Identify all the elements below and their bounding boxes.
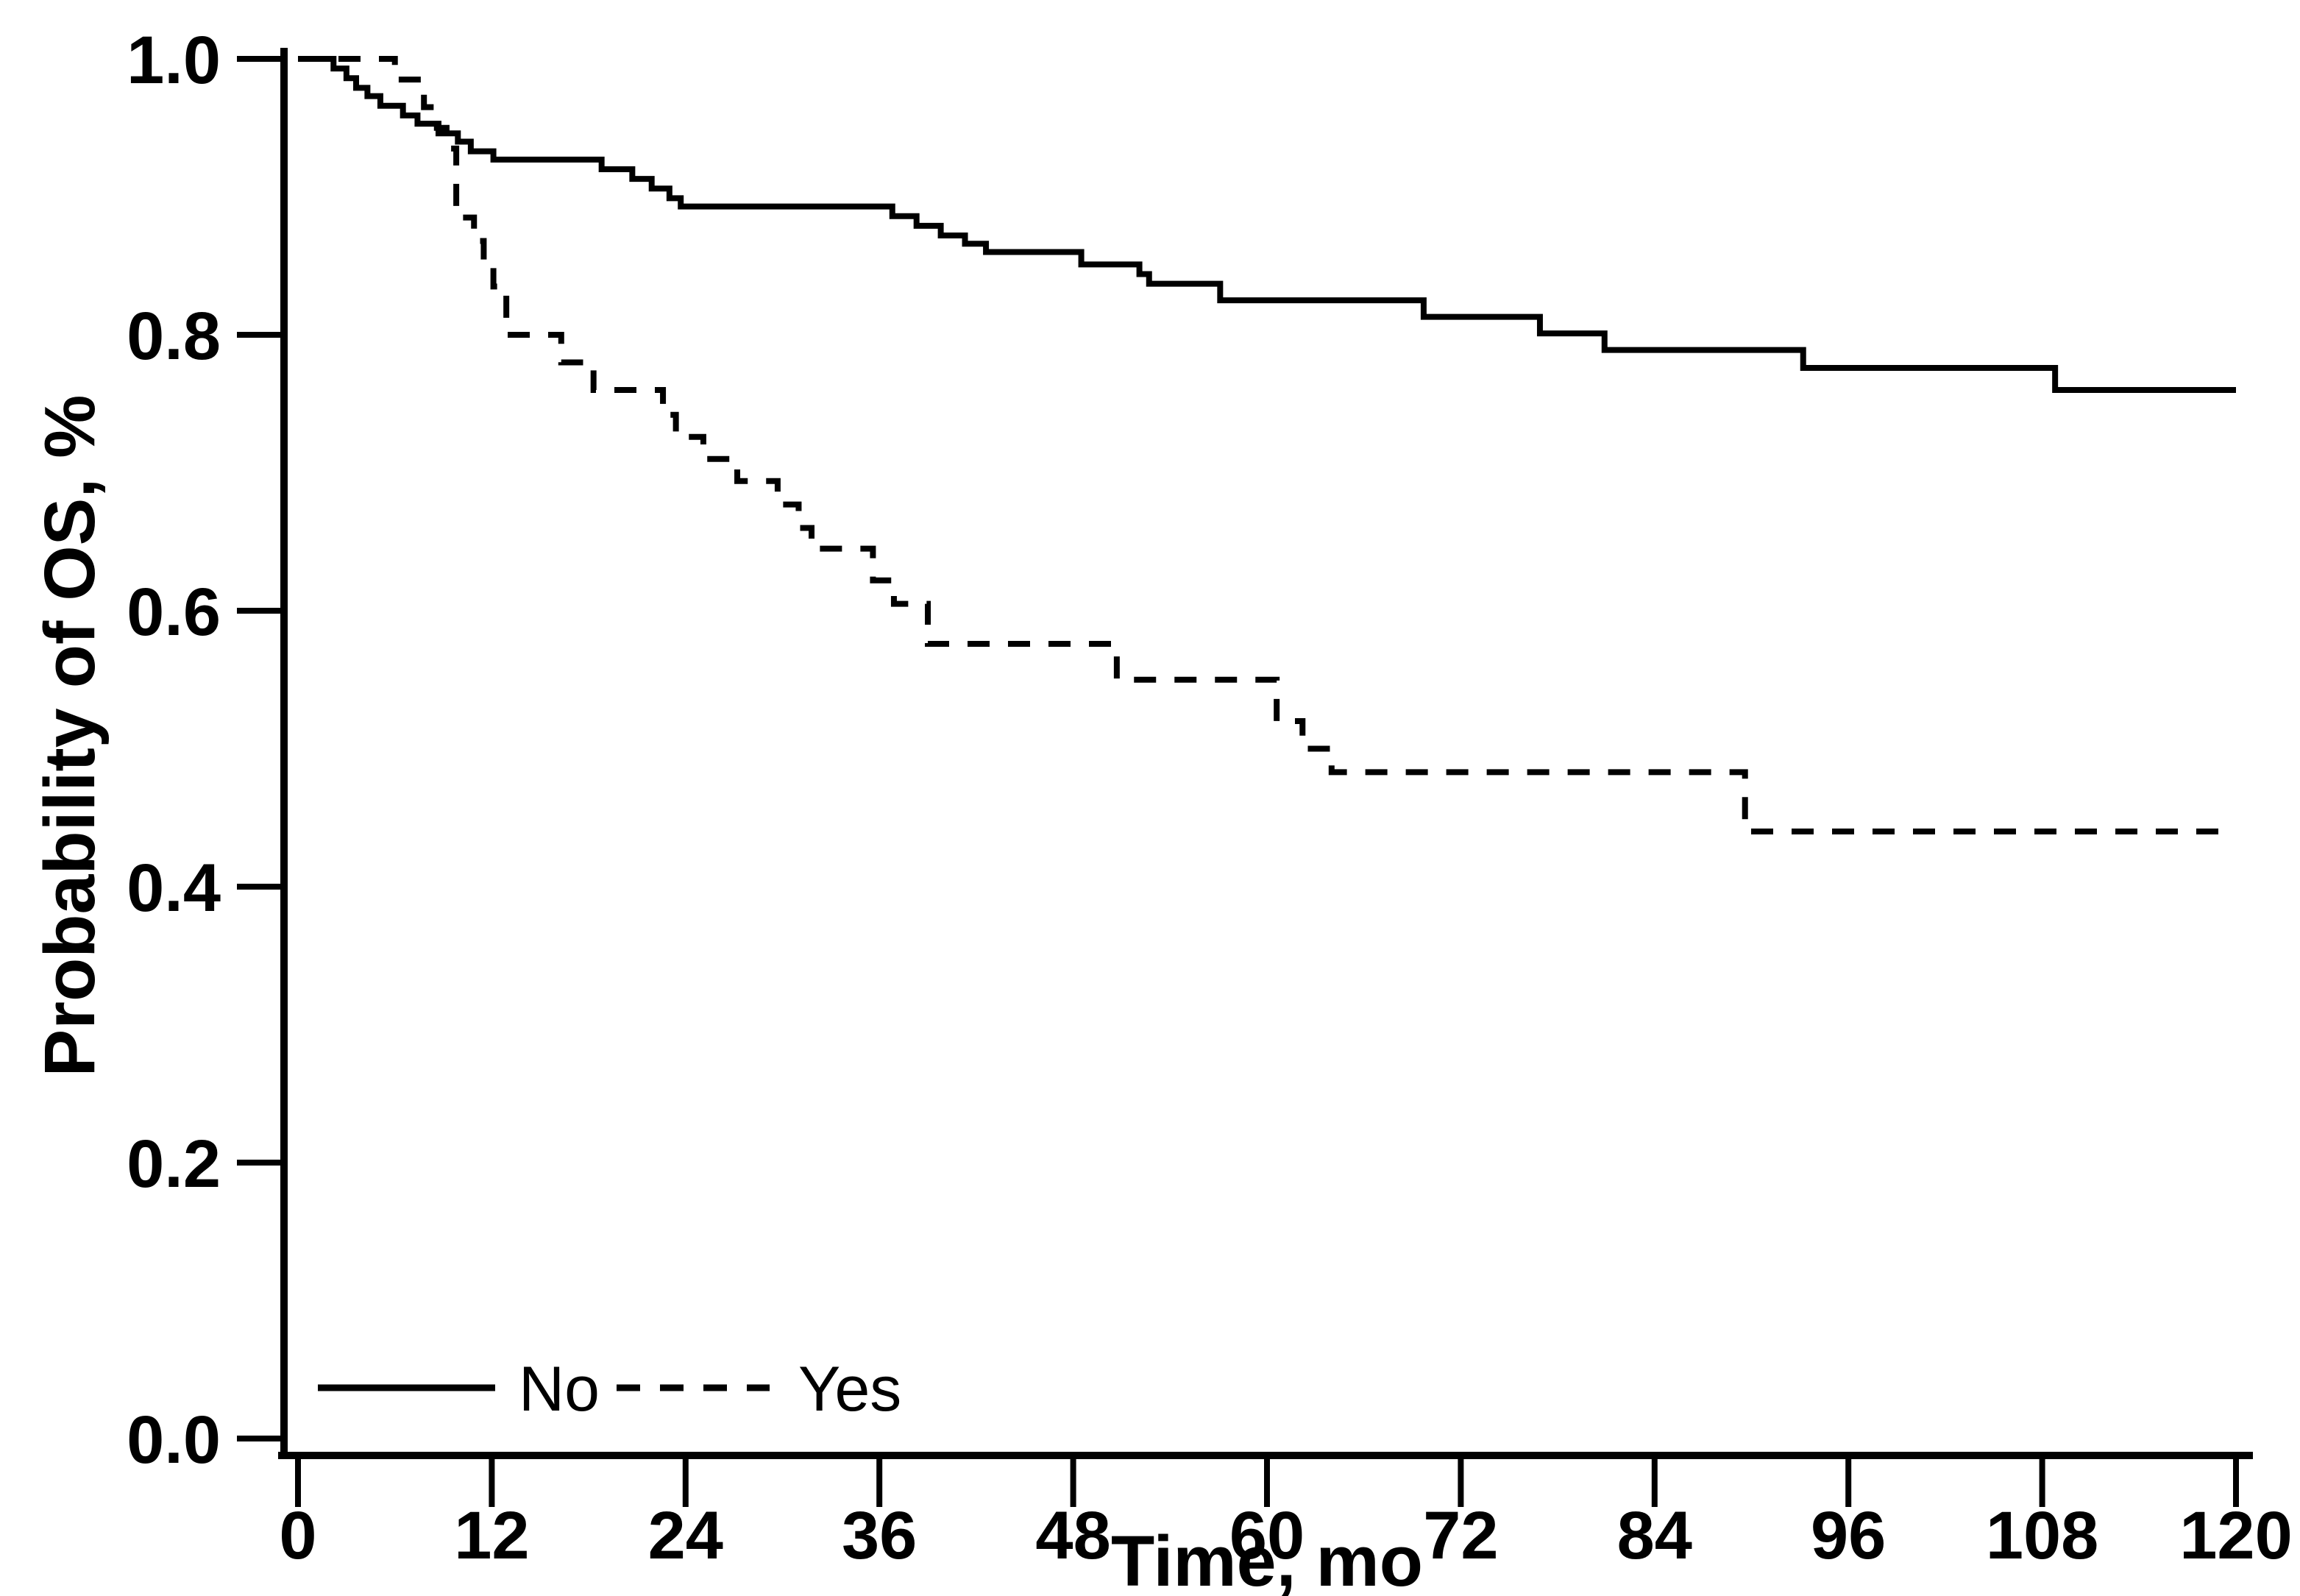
legend-label-no: No [519, 1354, 600, 1425]
x-tick-label-36: 36 [842, 1498, 917, 1573]
y-tick-label-0.4: 0.4 [127, 851, 221, 926]
x-tick-label-12: 12 [454, 1498, 529, 1573]
x-tick-label-48: 48 [1035, 1498, 1110, 1573]
y-tick-label-0.2: 0.2 [127, 1127, 221, 1202]
legend: No Yes [318, 1354, 901, 1425]
x-tick-label-60: 60 [1229, 1498, 1305, 1573]
series-curve-yes [298, 56, 2236, 834]
y-axis-title: Probability of OS, % [29, 395, 110, 1077]
x-tick-label-24: 24 [648, 1498, 723, 1573]
y-tick-label-1.0: 1.0 [127, 23, 221, 98]
x-tick-label-108: 108 [1986, 1498, 2099, 1573]
y-tick-label-0.0: 0.0 [127, 1402, 221, 1478]
series-curve-no [298, 56, 2236, 393]
x-tick-label-84: 84 [1617, 1498, 1692, 1573]
x-tick-label-120: 120 [2179, 1498, 2293, 1573]
x-tick-label-72: 72 [1423, 1498, 1498, 1573]
plot-area: 0.0 0.2 0.4 0.6 0.8 1.0 0 12 24 36 48 60 72 84 96 108 12… [127, 23, 2293, 1573]
y-tick-label-0.8: 0.8 [127, 299, 221, 374]
legend-label-yes: Yes [798, 1354, 901, 1425]
y-tick-label-0.6: 0.6 [127, 575, 221, 650]
x-axis-title: Time, mo [1111, 1521, 1423, 1596]
x-tick-label-96: 96 [1811, 1498, 1886, 1573]
x-tick-label-0: 0 [279, 1498, 316, 1573]
